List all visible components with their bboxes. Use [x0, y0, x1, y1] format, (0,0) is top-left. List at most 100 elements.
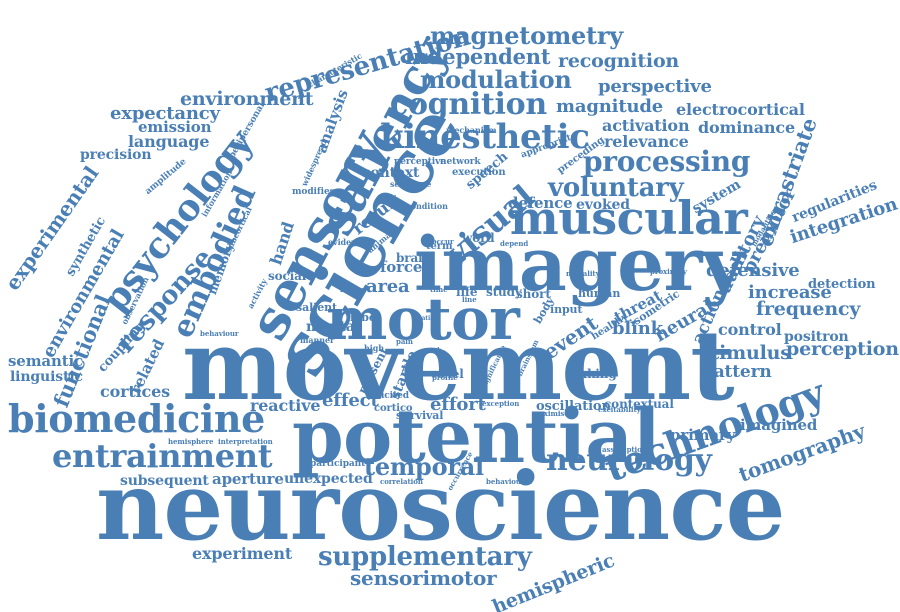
- word: control: [718, 320, 782, 339]
- word: emission: [138, 118, 212, 136]
- word: evidence: [328, 237, 367, 247]
- word: defence: [508, 194, 573, 212]
- word: pain: [396, 337, 413, 346]
- word: recognition: [558, 50, 680, 72]
- word: time: [430, 285, 448, 294]
- word: effect: [322, 390, 379, 411]
- word: input: [550, 303, 583, 316]
- word: network: [440, 157, 481, 167]
- word: semantic: [8, 352, 84, 370]
- word: correlation: [380, 477, 423, 486]
- word: perceptive: [394, 157, 446, 167]
- word: life: [456, 285, 478, 299]
- word: exception: [482, 399, 520, 408]
- word: salient: [296, 301, 337, 314]
- word: condition: [406, 201, 448, 211]
- word: experiment: [192, 544, 293, 563]
- word: word: [462, 231, 495, 245]
- word: modality: [566, 269, 600, 278]
- word: detection: [808, 277, 876, 292]
- word: mental: [306, 319, 360, 335]
- word: dominance: [698, 118, 795, 137]
- word: study: [486, 285, 522, 299]
- word: potential: [292, 394, 661, 480]
- word: perception: [786, 338, 899, 360]
- word: kinesthetic: [380, 117, 590, 157]
- word: reactive: [250, 396, 321, 415]
- word: cortices: [100, 382, 170, 401]
- word: high: [364, 343, 384, 353]
- word: relevance: [604, 132, 689, 151]
- word: force: [380, 258, 423, 276]
- word: activation: [602, 116, 690, 135]
- word: frequency: [756, 298, 861, 320]
- word: neurology: [546, 443, 712, 478]
- word: precision: [80, 147, 152, 163]
- word: evoked: [576, 197, 630, 213]
- word: spatial: [414, 315, 437, 322]
- word: elicited: [372, 391, 409, 401]
- word: sequence: [390, 179, 432, 189]
- word: line: [462, 295, 477, 304]
- word: factor: [340, 285, 363, 294]
- word: supplementary: [318, 542, 532, 572]
- word: context: [362, 165, 420, 181]
- word: effort: [430, 394, 486, 415]
- word: perspective: [598, 76, 712, 97]
- word: sensorimotor: [350, 566, 497, 590]
- word: stimulus: [700, 342, 791, 364]
- word: magnitude: [556, 96, 664, 117]
- word: processing: [583, 145, 751, 178]
- word: defensive: [706, 260, 800, 281]
- word: manner: [300, 335, 335, 345]
- word: aperture: [212, 470, 284, 488]
- word: assumption: [602, 445, 647, 454]
- word: neuroscience: [96, 452, 785, 562]
- word: increase: [748, 282, 832, 303]
- word: blink: [612, 318, 663, 339]
- word: profile: [432, 373, 458, 382]
- word: excitability: [598, 405, 641, 414]
- word: voxel: [430, 367, 464, 381]
- word: language: [128, 132, 210, 151]
- word: unexpected: [284, 471, 373, 487]
- word: oscillation: [536, 399, 611, 414]
- word: taking: [574, 367, 617, 381]
- word: behaviour: [200, 329, 239, 338]
- word: biomedicine: [8, 396, 265, 441]
- word: entrainment: [52, 437, 273, 475]
- word: cognition: [390, 87, 547, 122]
- word: environment: [180, 88, 314, 110]
- word: hemisphere: [168, 437, 214, 446]
- word: proximity: [650, 267, 687, 276]
- word: positron: [784, 329, 849, 345]
- word: maximise: [532, 409, 569, 418]
- word: imagined: [740, 416, 818, 434]
- word: execution: [452, 167, 506, 178]
- word: behavioural: [486, 477, 532, 486]
- word: social: [268, 269, 307, 283]
- word: subsequent: [120, 473, 209, 489]
- word: pattern: [702, 362, 772, 382]
- word: participant: [310, 459, 366, 469]
- word: linguistic: [10, 369, 83, 385]
- word: brain: [396, 251, 432, 265]
- word: depend: [500, 239, 529, 248]
- word: occur: [432, 237, 454, 246]
- word: movement: [182, 309, 735, 422]
- word: graph: [422, 347, 442, 354]
- word: primary: [670, 426, 736, 444]
- word: short: [516, 287, 551, 301]
- word: modulation: [420, 65, 572, 94]
- word: cortico: [374, 403, 413, 414]
- word: human: [578, 287, 621, 300]
- word: independent: [405, 44, 551, 69]
- word: contextual: [604, 397, 674, 411]
- word: interpretation: [218, 437, 273, 446]
- word: muscular: [510, 191, 748, 245]
- word: term: [426, 241, 453, 252]
- word: voluntary: [548, 173, 684, 203]
- word: mechanism: [446, 125, 497, 135]
- word: magnetometry: [430, 21, 623, 50]
